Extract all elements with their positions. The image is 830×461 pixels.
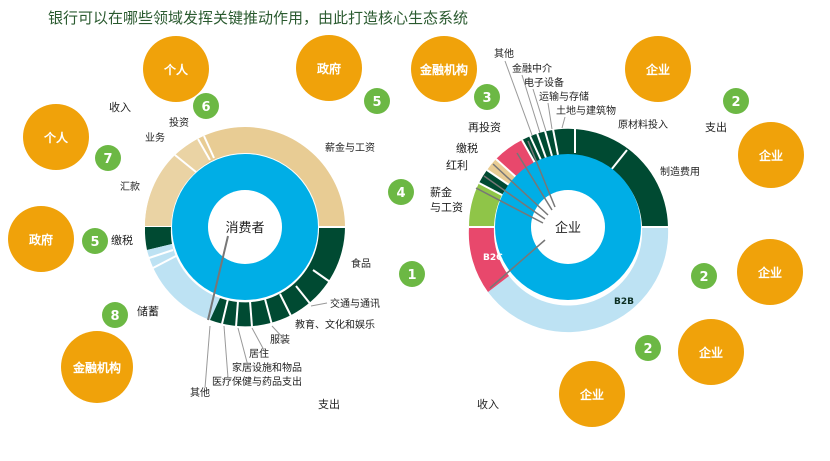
consumer-business-label: 业务 [145,131,165,144]
badge-1-label: 1 [407,268,416,283]
consumer-remittance-label: 汇款 [120,180,140,193]
actor-enterprise-3[interactable] [737,239,803,305]
badge-5-left[interactable] [82,228,108,254]
actor-government-left-label: 政府 [29,232,53,247]
consumer-other-label: 其他 [190,386,210,399]
badge-7-label: 7 [103,152,112,167]
badge-5-top[interactable] [364,88,390,114]
enterprise-income-label: 收入 [477,397,499,411]
badge-1[interactable] [399,261,425,287]
actor-individual-left-label: 个人 [43,130,69,145]
actor-enterprise-4-label: 企业 [698,345,723,360]
consumer-transport-label: 交通与通讯 [330,297,380,310]
enterprise-donut: 企业 B2C B2B [468,127,669,333]
consumer-tax-segment [144,227,172,250]
page-title: 银行可以在哪些领域发挥关键推动作用，由此打造核心生态系统 [48,9,469,27]
consumer-savings-label: 储蓄 [137,304,159,318]
badge-4-label: 4 [396,186,405,201]
badge-5-top-label: 5 [372,95,381,110]
badge-4[interactable] [388,179,414,205]
enterprise-b2c-label: B2C [483,253,503,263]
badge-2-a-label: 2 [731,95,740,110]
badge-6[interactable] [193,93,219,119]
enterprise-reinvest-label: 再投资 [468,120,501,134]
consumer-business-segment [175,139,210,172]
actor-government-left[interactable] [8,206,74,272]
enterprise-other-label: 其他 [494,47,514,60]
actor-enterprise-4[interactable] [678,319,744,385]
actor-financial-left[interactable] [61,331,133,403]
enterprise-fin-intermediary-label: 金融中介 [512,62,552,75]
badge-2-c[interactable] [635,335,661,361]
enterprise-salary-label-1: 薪金 [430,185,452,199]
consumer-furnishing-label: 家居设施和物品 [232,361,302,374]
consumer-food-label: 食品 [351,257,371,270]
actor-enterprise-1-label: 企业 [645,62,670,77]
consumer-leader-lines [204,302,328,389]
consumer-salary-label: 薪金与工资 [325,141,375,154]
enterprise-b2b-segment [488,227,669,333]
badge-8[interactable] [102,302,128,328]
consumer-clothing-label: 服装 [270,333,290,346]
enterprise-land-construction-label: 土地与建筑物 [556,104,616,117]
actor-government-top-label: 政府 [317,61,341,76]
enterprise-center [531,190,605,264]
consumer-donut: 消费者 [144,127,345,328]
enterprise-leader-lines [504,60,566,136]
actor-enterprise-2[interactable] [738,122,804,188]
actor-individual-left[interactable] [23,104,89,170]
enterprise-center-label: 企业 [555,220,581,236]
enterprise-b2c-segment [468,227,509,292]
badge-3-label: 3 [482,91,491,106]
enterprise-expense-label: 支出 [705,120,727,134]
actor-financial-top-label: 金融机构 [419,62,468,77]
enterprise-transport-storage-label: 运输与存储 [539,90,589,103]
actor-government-top[interactable] [296,35,362,101]
badge-6-label: 6 [201,100,210,115]
actor-enterprise-1[interactable] [625,36,691,102]
actor-financial-top[interactable] [411,36,477,102]
consumer-housing-label: 居住 [249,347,269,360]
consumer-investment-label: 投资 [169,116,189,129]
actor-enterprise-3-label: 企业 [757,265,782,280]
consumer-remittance-segment [144,155,196,227]
enterprise-salary-segment [468,183,502,227]
badge-3[interactable] [474,84,500,110]
actor-enterprise-5[interactable] [559,361,625,427]
enterprise-b2b-label: B2B [614,297,634,307]
badge-7[interactable] [95,145,121,171]
actor-financial-left-label: 金融机构 [72,360,121,375]
consumer-health-label: 医疗保健与药品支出 [212,375,302,388]
actor-individual-top-label: 个人 [163,62,189,77]
consumer-tax-label: 缴税 [111,233,133,247]
enterprise-dividend-label: 红利 [446,159,468,172]
enterprise-manufacturing-label: 制造费用 [660,165,700,178]
actor-bubbles: 个人 政府 个人 政府 金融机构 金融机构 企业 企业 企业 企业 企业 [8,35,804,427]
consumer-income-label: 收入 [109,100,131,114]
consumer-center-label: 消费者 [225,221,264,236]
consumer-expense-label: 支出 [318,397,340,411]
badge-2-b[interactable] [691,263,717,289]
actor-individual-top[interactable] [143,36,209,102]
consumer-savings-segment [147,244,220,320]
enterprise-salary-label-2: 与工资 [430,201,463,214]
enterprise-raw-materials-label: 原材料投入 [618,118,668,131]
actor-enterprise-2-label: 企业 [758,148,783,163]
badge-5-left-label: 5 [90,235,99,250]
badge-2-a[interactable] [723,88,749,114]
actor-enterprise-5-label: 企业 [579,387,604,402]
badge-2-b-label: 2 [699,270,708,285]
badge-2-c-label: 2 [643,342,652,357]
consumer-education-label: 教育、文化和娱乐 [295,318,375,331]
enterprise-electronics-label: 电子设备 [524,76,564,89]
badge-8-label: 8 [110,309,119,324]
number-badges: 6 5 7 5 8 1 4 3 2 2 2 [82,84,749,361]
enterprise-tax-label: 缴税 [456,141,478,155]
